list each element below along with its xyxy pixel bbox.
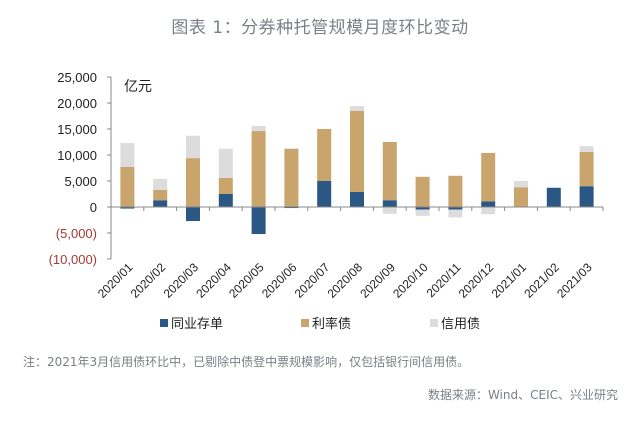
bar-interbank-cd <box>284 207 299 209</box>
bar-rate-bond <box>514 187 528 207</box>
y-tick-label: 5,000 <box>64 174 97 189</box>
bar-credit-bond <box>218 148 233 178</box>
unit-label: 亿元 <box>124 79 152 95</box>
bar-rate-bond <box>350 110 364 192</box>
bar-interbank-cd <box>350 191 364 207</box>
x-tick-label: 2021/01 <box>489 260 530 301</box>
bar-interbank-cd <box>481 201 496 207</box>
bar-interbank-cd <box>415 207 430 210</box>
x-tick-label: 2021/03 <box>554 260 595 301</box>
y-tick-label: 0 <box>90 200 97 215</box>
bar-interbank-cd <box>153 200 168 207</box>
y-tick-label: 15,000 <box>57 122 97 137</box>
x-tick-label: 2021/02 <box>521 260 562 301</box>
legend-item-interbank-cd: 同业存单 <box>160 313 223 332</box>
bar-interbank-cd <box>579 186 594 207</box>
bar-credit-bond <box>186 135 200 159</box>
bar-credit-bond <box>514 181 528 188</box>
x-tick-label: 2020/02 <box>128 260 169 301</box>
x-tick-label: 2020/08 <box>325 260 366 301</box>
y-ticks: 25,000 20,000 15,000 10,000 5,000 0 (5,000) (10… <box>49 70 111 267</box>
legend-label: 同业存单 <box>171 317 224 332</box>
x-tick-label: 2020/05 <box>226 260 267 301</box>
chart-title: 图表 1：分券种托管规模月度环比变动 <box>171 18 469 38</box>
bar-credit-bond <box>481 207 496 215</box>
bar-rate-bond <box>481 152 496 202</box>
x-tick-label: 2020/10 <box>390 260 431 301</box>
y-tick-label: (10,000) <box>49 252 97 267</box>
bar-rate-bond <box>186 158 200 207</box>
bar-rate-bond <box>579 151 594 187</box>
x-tick-label: 2020/04 <box>193 260 234 301</box>
legend-label: 利率债 <box>312 317 352 332</box>
footnote: 注：2021年3月信用债环比中，已剔除中债登中票规模影响，仅包括银行间信用债。 <box>23 355 470 369</box>
bar-rate-bond <box>317 129 332 181</box>
bar-rate-bond <box>153 189 168 201</box>
bar-credit-bond <box>382 207 397 214</box>
legend-label: 信用债 <box>441 317 481 332</box>
bar-rate-bond <box>251 131 266 207</box>
data-source: 数据来源：Wind、CEIC、兴业研究 <box>427 388 618 402</box>
bar-interbank-cd <box>382 200 397 207</box>
bar-credit-bond <box>350 106 364 111</box>
legend-swatch-rate-bond <box>301 318 309 327</box>
x-tick-label: 2020/01 <box>95 260 136 301</box>
bar-credit-bond <box>579 146 594 152</box>
legend-swatch-interbank-cd <box>160 318 168 327</box>
y-tick-label: 20,000 <box>57 96 97 111</box>
x-tick-label: 2020/06 <box>259 260 300 301</box>
bar-rate-bond <box>382 142 397 201</box>
bar-interbank-cd <box>186 207 200 222</box>
x-tick-label: 2020/03 <box>161 260 202 301</box>
x-tick-label: 2020/07 <box>292 260 333 301</box>
bar-interbank-cd <box>120 207 135 209</box>
bar-interbank-cd <box>251 207 266 235</box>
legend-item-rate-bond: 利率债 <box>301 313 351 332</box>
y-tick-label: 10,000 <box>57 148 97 163</box>
bar-credit-bond <box>153 178 168 190</box>
legend-item-credit-bond: 信用债 <box>430 313 480 332</box>
y-tick-label: (5,000) <box>56 226 97 241</box>
bar-rate-bond <box>448 175 463 207</box>
bar-interbank-cd <box>448 207 463 210</box>
bar-rate-bond <box>415 176 430 207</box>
legend-swatch-credit-bond <box>430 318 438 327</box>
bar-credit-bond <box>448 209 463 218</box>
bar-credit-bond <box>120 143 135 167</box>
x-ticks: 2020/012020/022020/032020/042020/052020/… <box>95 207 604 301</box>
bar-interbank-cd <box>317 181 332 207</box>
bar-credit-bond <box>415 209 430 216</box>
legend: 同业存单 利率债 信用债 <box>0 313 640 333</box>
x-tick-label: 2020/12 <box>456 260 497 301</box>
bar-credit-bond <box>251 125 266 132</box>
bars-layer <box>120 106 594 235</box>
bar-rate-bond <box>120 166 135 207</box>
bar-interbank-cd <box>546 187 561 207</box>
x-tick-label: 2020/09 <box>357 260 398 301</box>
bar-interbank-cd <box>218 194 233 207</box>
y-tick-label: 25,000 <box>57 70 97 85</box>
bar-rate-bond <box>218 177 233 194</box>
bar-rate-bond <box>284 148 299 207</box>
